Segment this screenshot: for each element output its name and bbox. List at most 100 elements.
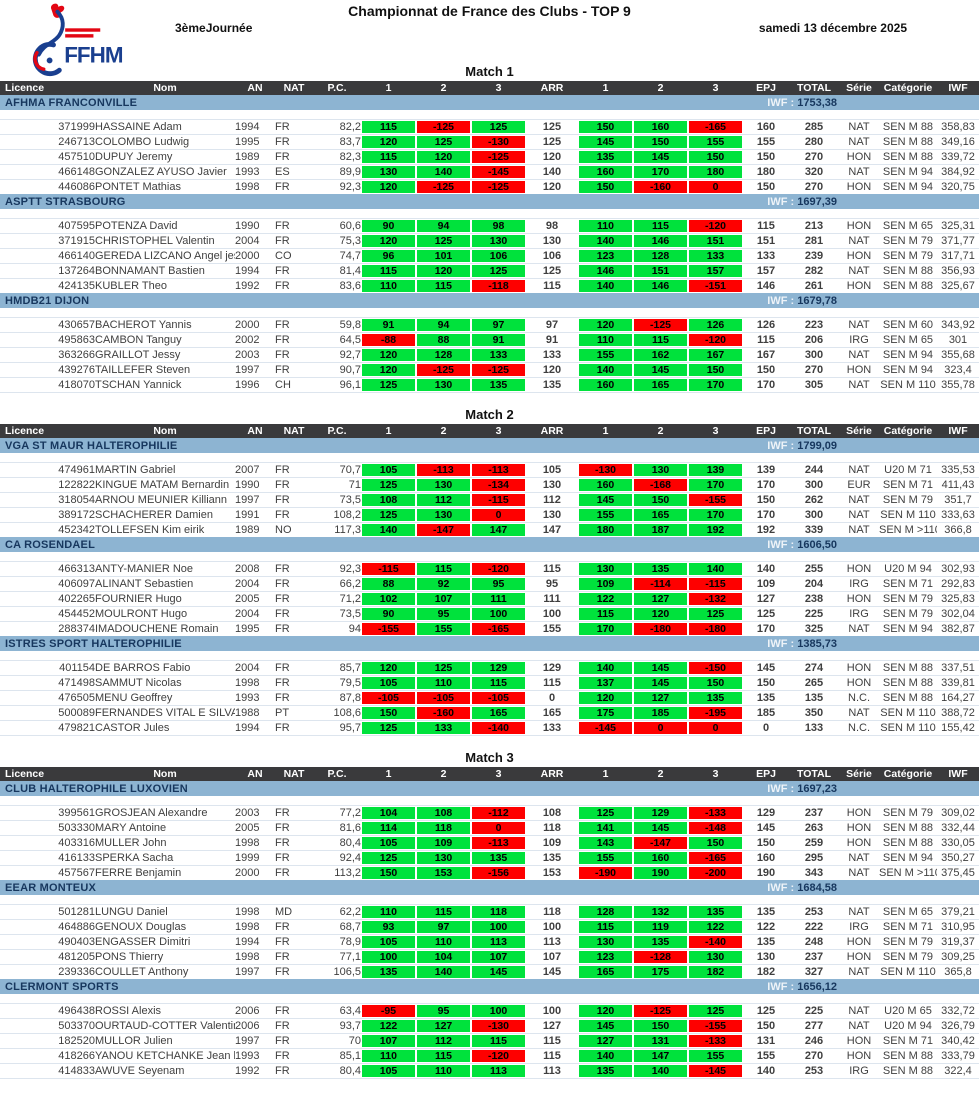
cell-an: 1989 bbox=[235, 522, 275, 537]
cell-arr2: -113 bbox=[416, 462, 471, 478]
cell-an: 1998 bbox=[235, 949, 275, 965]
cell-licence: 416133 bbox=[0, 850, 95, 866]
cell-arr_best: 125 bbox=[526, 263, 578, 279]
cell-epj_best: 170 bbox=[743, 477, 789, 493]
cell-arr1: 105 bbox=[361, 835, 416, 851]
cell-total: 339 bbox=[789, 522, 839, 537]
cell-licence: 471498 bbox=[0, 675, 95, 691]
cell-serie: NAT bbox=[839, 233, 879, 249]
cell-categorie: U20 M 65 bbox=[879, 1003, 937, 1019]
cell-arr1: 110 bbox=[361, 904, 416, 920]
cell-nat: FR bbox=[275, 347, 313, 363]
cell-serie: EUR bbox=[839, 477, 879, 493]
cell-licence: 402265 bbox=[0, 591, 95, 607]
attempt-good: 129 bbox=[634, 807, 687, 819]
team-name: CLERMONT SPORTS bbox=[0, 979, 743, 994]
cell-epj1: 137 bbox=[578, 675, 633, 691]
column-header-arr3: 3 bbox=[471, 767, 526, 781]
cell-iwf: 337,51 bbox=[937, 660, 979, 676]
cell-epj3: -200 bbox=[688, 865, 743, 880]
cell-serie: HON bbox=[839, 561, 879, 577]
cell-categorie: SEN M 88 bbox=[879, 675, 937, 691]
cell-arr3: 0 bbox=[471, 507, 526, 523]
cell-epj2: 132 bbox=[633, 904, 688, 920]
cell-epj3: 0 bbox=[688, 179, 743, 194]
cell-iwf: 379,21 bbox=[937, 904, 979, 920]
team-band-filler bbox=[839, 979, 979, 994]
attempt-failed: -133 bbox=[689, 1035, 742, 1047]
attempt-good: 151 bbox=[634, 265, 687, 277]
cell-epj3: 182 bbox=[688, 964, 743, 979]
cell-pc: 66,2 bbox=[313, 576, 361, 592]
column-header-an: AN bbox=[235, 767, 275, 781]
team-name: VGA ST MAUR HALTEROPHILIE bbox=[0, 438, 743, 453]
cell-nom: GONZALEZ AYUSO Javier bbox=[95, 164, 235, 180]
attempt-good: 120 bbox=[362, 364, 415, 376]
cell-iwf: 319,37 bbox=[937, 934, 979, 950]
cell-licence: 363266 bbox=[0, 347, 95, 363]
attempt-good: 95 bbox=[417, 608, 470, 620]
cell-nat: FR bbox=[275, 218, 313, 234]
cell-an: 1997 bbox=[235, 1033, 275, 1049]
cell-total: 248 bbox=[789, 934, 839, 950]
cell-an: 2008 bbox=[235, 561, 275, 577]
cell-arr1: 120 bbox=[361, 134, 416, 150]
team-iwf-label: IWF : bbox=[767, 439, 798, 452]
cell-nat: CO bbox=[275, 248, 313, 264]
attempt-failed: -130 bbox=[472, 1020, 525, 1032]
cell-epj2: 127 bbox=[633, 690, 688, 706]
cell-epj2: 145 bbox=[633, 660, 688, 676]
cell-arr1: 91 bbox=[361, 317, 416, 333]
cell-arr2: -105 bbox=[416, 690, 471, 706]
cell-epj3: 140 bbox=[688, 561, 743, 577]
cell-pc: 63,4 bbox=[313, 1003, 361, 1019]
cell-arr2: 95 bbox=[416, 1003, 471, 1019]
cell-nom: ALINANT Sebastien bbox=[95, 576, 235, 592]
cell-total: 135 bbox=[789, 690, 839, 706]
attempt-good: 175 bbox=[579, 707, 632, 719]
cell-arr1: 140 bbox=[361, 522, 416, 537]
attempt-good: 165 bbox=[579, 966, 632, 978]
cell-arr2: -125 bbox=[416, 119, 471, 135]
attempt-failed: -145 bbox=[579, 722, 632, 734]
attempt-good: 165 bbox=[472, 707, 525, 719]
cell-arr3: 129 bbox=[471, 660, 526, 676]
column-header-epj1: 1 bbox=[578, 424, 633, 438]
cell-arr1: -115 bbox=[361, 561, 416, 577]
cell-nat: FR bbox=[275, 934, 313, 950]
column-header-row: Licence Nom AN NAT P.C. 1 2 3 ARR 1 2 3 EPJ TOTAL Séri… bbox=[0, 424, 979, 438]
cell-epj2: 145 bbox=[633, 820, 688, 836]
cell-licence: 407595 bbox=[0, 218, 95, 234]
cell-pc: 90,7 bbox=[313, 362, 361, 378]
cell-arr2: 95 bbox=[416, 606, 471, 622]
column-header-nom: Nom bbox=[95, 767, 235, 781]
cell-epj_best: 170 bbox=[743, 621, 789, 636]
cell-nat: FR bbox=[275, 507, 313, 523]
cell-arr_best: 145 bbox=[526, 964, 578, 979]
cell-serie: NAT bbox=[839, 904, 879, 920]
page-title: Championnat de France des Clubs - TOP 9 bbox=[348, 3, 631, 19]
cell-epj2: 185 bbox=[633, 705, 688, 721]
attempt-good: 105 bbox=[362, 677, 415, 689]
attempt-good: 145 bbox=[634, 822, 687, 834]
cell-epj_best: 192 bbox=[743, 522, 789, 537]
cell-iwf: 339,72 bbox=[937, 149, 979, 165]
cell-categorie: SEN M 88 bbox=[879, 134, 937, 150]
cell-epj3: 130 bbox=[688, 949, 743, 965]
team-iwf-total: IWF : 1385,73 bbox=[743, 636, 839, 651]
cell-arr3: -112 bbox=[471, 805, 526, 821]
cell-epj_best: 190 bbox=[743, 865, 789, 880]
cell-epj2: -147 bbox=[633, 835, 688, 851]
column-header-epj1: 1 bbox=[578, 81, 633, 95]
attempt-good: 110 bbox=[362, 906, 415, 918]
cell-nom: COULLET Anthony bbox=[95, 964, 235, 979]
attempt-failed: -105 bbox=[472, 692, 525, 704]
spacer-cell bbox=[0, 453, 979, 463]
attempt-good: 111 bbox=[472, 593, 525, 605]
cell-epj3: -148 bbox=[688, 820, 743, 836]
team-iwf-label: IWF : bbox=[767, 294, 798, 307]
column-header-epj2: 2 bbox=[633, 767, 688, 781]
cell-pc: 75,3 bbox=[313, 233, 361, 249]
attempt-good: 153 bbox=[417, 867, 470, 879]
